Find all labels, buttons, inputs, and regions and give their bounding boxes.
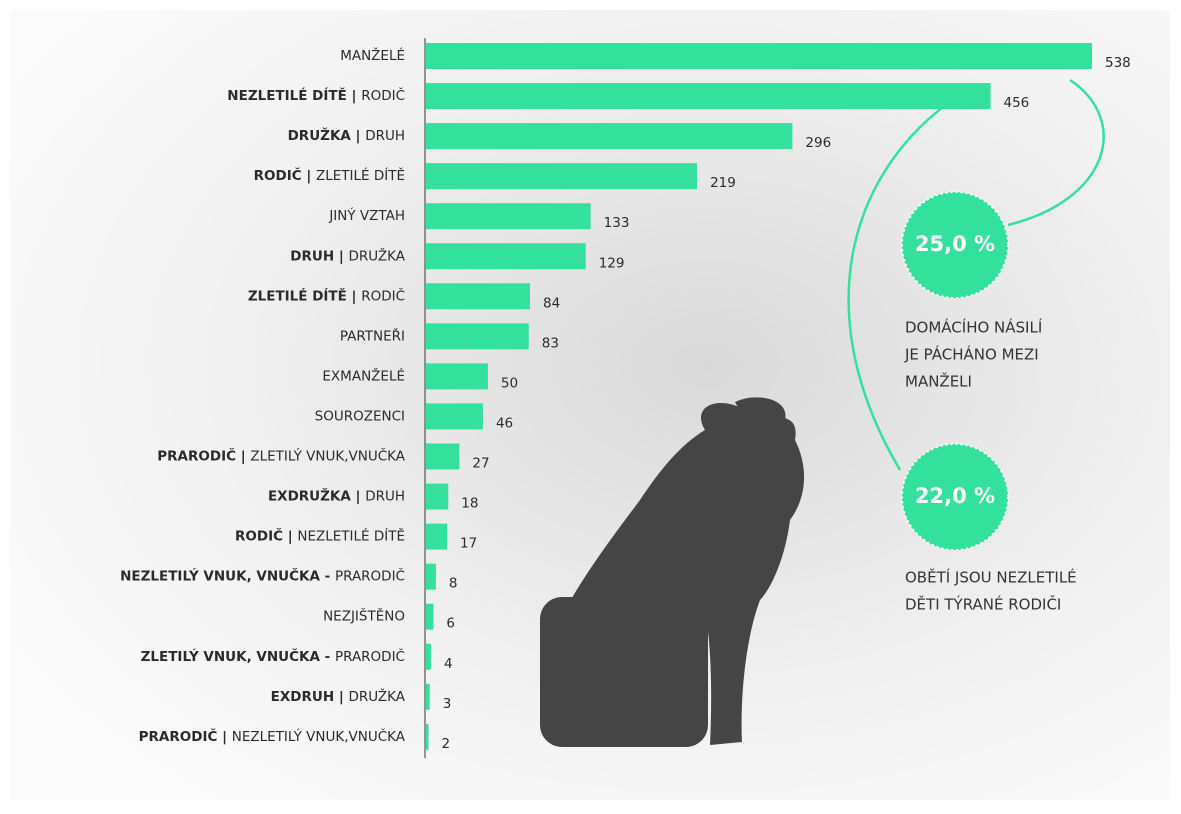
- bar: [426, 123, 792, 149]
- category-label: DRUŽKA | DRUH: [288, 127, 405, 144]
- value-label: 219: [710, 175, 736, 191]
- value-label: 3: [443, 696, 452, 712]
- highlight-value: 25,0 %: [915, 232, 995, 256]
- category-label: SOUROZENCI: [315, 408, 405, 424]
- category-label: NEZLETILÝ VNUK, VNUČKA - PRARODIČ: [120, 567, 405, 585]
- category-label: DRUH | DRUŽKA: [290, 246, 405, 264]
- bar: [426, 444, 459, 470]
- bar: [426, 43, 1092, 69]
- category-label: ZLETILÉ DÍTĚ | RODIČ: [248, 286, 405, 304]
- category-label: ZLETILÝ VNUK, VNUČKA - PRARODIČ: [141, 647, 405, 665]
- highlight-value: 22,0 %: [915, 484, 995, 508]
- value-label: 18: [461, 496, 478, 512]
- value-label: 17: [460, 536, 477, 552]
- value-label: 27: [472, 456, 489, 472]
- value-label: 4: [444, 656, 453, 672]
- highlight-text: DOMÁCÍHO NÁSILÍ: [905, 318, 1042, 337]
- category-label: EXMANŽELÉ: [322, 366, 405, 384]
- value-label: 296: [805, 135, 831, 151]
- category-label: EXDRUŽKA | DRUH: [268, 488, 405, 505]
- category-label: NEZLETILÉ DÍTĚ | RODIČ: [227, 86, 405, 104]
- highlight-text: MANŽELI: [905, 372, 972, 391]
- value-label: 2: [441, 736, 450, 752]
- category-label: RODIČ | NEZLETILÉ DÍTĚ: [235, 527, 405, 545]
- bar: [426, 203, 591, 229]
- category-label: PRARODIČ | NEZLETILÝ VNUK,VNUČKA: [139, 727, 406, 745]
- bar: [426, 564, 436, 590]
- value-label: 84: [543, 295, 560, 311]
- category-label: MANŽELÉ: [340, 46, 405, 64]
- bar: [426, 724, 428, 750]
- bar: [426, 163, 697, 189]
- value-label: 133: [604, 215, 630, 231]
- category-label: PARTNEŘI: [340, 327, 405, 344]
- bar: [426, 323, 529, 349]
- highlight-text: DĚTI TÝRANÉ RODIČI: [905, 595, 1061, 614]
- value-label: 8: [449, 576, 458, 592]
- bar: [426, 403, 483, 429]
- chart: MANŽELÉ 538 NEZLETILÉ DÍTĚ | RODIČ 456 DRUŽK…: [0, 0, 1181, 810]
- highlight-text: OBĚTÍ JSOU NEZLETILÉ: [905, 568, 1077, 587]
- category-label: EXDRUH | DRUŽKA: [271, 687, 406, 705]
- value-label: 46: [496, 415, 513, 431]
- highlight-text: JE PÁCHÁNO MEZI: [904, 345, 1039, 364]
- bar: [426, 83, 990, 109]
- category-label: JINÝ VZTAH: [328, 207, 405, 224]
- bar: [426, 363, 488, 389]
- category-label: PRARODIČ | ZLETILÝ VNUK,VNUČKA: [157, 447, 405, 465]
- value-label: 83: [542, 335, 559, 351]
- bar: [426, 604, 433, 630]
- bar: [426, 644, 431, 670]
- value-label: 129: [599, 255, 625, 271]
- value-label: 6: [446, 616, 455, 632]
- value-label: 538: [1105, 55, 1131, 71]
- bar: [426, 243, 586, 269]
- bar: [426, 524, 447, 550]
- bar: [426, 283, 530, 309]
- category-label: RODIČ | ZLETILÉ DÍTĚ: [254, 166, 405, 184]
- value-label: 50: [501, 375, 518, 391]
- value-label: 456: [1003, 95, 1029, 111]
- bar: [426, 484, 448, 510]
- bar: [426, 684, 430, 710]
- category-label: NEZJIŠTĚNO: [323, 607, 405, 625]
